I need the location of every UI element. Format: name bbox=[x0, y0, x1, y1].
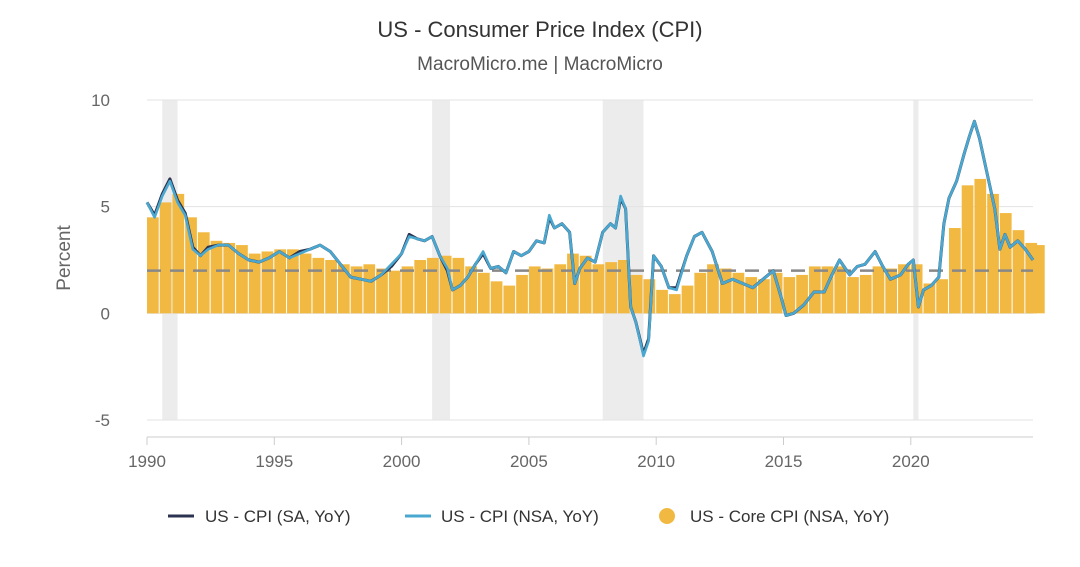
x-tick-labels: 1990 1995 2000 2005 2010 2015 2020 bbox=[128, 436, 1033, 471]
recession-band bbox=[913, 100, 919, 420]
core-cpi-bar bbox=[592, 264, 605, 314]
core-cpi-bar bbox=[783, 277, 796, 314]
legend: US - CPI (SA, YoY) US - CPI (NSA, YoY) US … bbox=[168, 507, 889, 526]
core-cpi-bars bbox=[147, 178, 1045, 314]
core-cpi-bar bbox=[197, 232, 210, 314]
core-cpi-bar bbox=[643, 279, 656, 314]
core-cpi-bar bbox=[299, 253, 312, 314]
core-cpi-bar bbox=[248, 253, 261, 314]
x-tick-label: 2015 bbox=[765, 452, 803, 471]
core-cpi-bar bbox=[439, 255, 452, 314]
core-cpi-bar bbox=[732, 272, 745, 314]
core-cpi-bar bbox=[1012, 230, 1025, 314]
x-tick-label: 1995 bbox=[255, 452, 293, 471]
core-cpi-bar bbox=[159, 202, 172, 314]
core-cpi-bar bbox=[172, 193, 185, 314]
x-tick-label: 2010 bbox=[637, 452, 675, 471]
core-cpi-bar bbox=[719, 268, 732, 314]
core-cpi-bar bbox=[261, 251, 274, 314]
legend-label: US - Core CPI (NSA, YoY) bbox=[690, 507, 889, 526]
core-cpi-bar bbox=[694, 272, 707, 314]
core-cpi-bar bbox=[1033, 245, 1045, 314]
y-tick-label: 0 bbox=[101, 304, 110, 323]
core-cpi-bar bbox=[707, 264, 719, 314]
core-cpi-bar bbox=[758, 279, 770, 314]
grid-lines bbox=[147, 99, 1033, 421]
core-cpi-bar bbox=[350, 266, 363, 314]
core-cpi-bar bbox=[312, 257, 325, 314]
legend-label: US - CPI (NSA, YoY) bbox=[441, 507, 599, 526]
core-cpi-bar bbox=[1025, 242, 1038, 314]
core-cpi-bar bbox=[274, 249, 287, 314]
cpi-nsa-line bbox=[145, 120, 1035, 358]
core-cpi-bar bbox=[681, 285, 694, 314]
core-cpi-bar bbox=[210, 240, 223, 314]
x-tick-label: 2005 bbox=[510, 452, 548, 471]
legend-label: US - CPI (SA, YoY) bbox=[205, 507, 351, 526]
core-cpi-bar bbox=[490, 281, 503, 314]
core-cpi-bar bbox=[961, 185, 974, 314]
core-cpi-bar bbox=[745, 277, 758, 314]
core-cpi-bar bbox=[999, 213, 1012, 314]
y-axis-title: Percent bbox=[54, 225, 75, 291]
chart-subtitle: MacroMicro.me | MacroMicro bbox=[417, 54, 663, 75]
core-cpi-bar bbox=[923, 283, 936, 314]
core-cpi-bar bbox=[554, 264, 567, 314]
core-cpi-bar bbox=[859, 274, 872, 314]
core-cpi-bar bbox=[668, 294, 681, 314]
y-tick-label: 5 bbox=[101, 198, 110, 217]
core-cpi-bar bbox=[847, 277, 859, 314]
core-cpi-bar bbox=[834, 266, 847, 314]
core-cpi-bar bbox=[630, 274, 643, 314]
core-cpi-bar bbox=[987, 193, 999, 314]
core-cpi-bar bbox=[376, 268, 388, 314]
x-tick-label: 1990 bbox=[128, 452, 166, 471]
x-tick-label: 2020 bbox=[892, 452, 930, 471]
chart-title: US - Consumer Price Index (CPI) bbox=[377, 17, 702, 42]
core-cpi-bar bbox=[287, 249, 299, 314]
recession-bands bbox=[162, 100, 919, 420]
core-cpi-bar bbox=[618, 260, 630, 314]
core-cpi-bar bbox=[885, 268, 898, 314]
core-cpi-bar bbox=[872, 266, 885, 314]
legend-dot-symbol bbox=[659, 508, 675, 524]
core-cpi-bar bbox=[236, 245, 248, 314]
core-cpi-bar bbox=[516, 274, 528, 314]
core-cpi-bar bbox=[465, 266, 477, 314]
core-cpi-bar bbox=[363, 264, 376, 314]
core-cpi-bar bbox=[567, 253, 579, 314]
core-cpi-bar bbox=[414, 260, 427, 314]
core-cpi-bar bbox=[427, 257, 439, 314]
core-cpi-bar bbox=[147, 217, 159, 314]
core-cpi-bar bbox=[936, 279, 948, 314]
core-cpi-bar bbox=[388, 270, 401, 314]
core-cpi-bar bbox=[821, 266, 834, 314]
y-tick-label: -5 bbox=[95, 411, 110, 430]
core-cpi-bar bbox=[656, 289, 668, 314]
cpi-lines bbox=[145, 119, 1035, 358]
core-cpi-bar bbox=[401, 266, 414, 314]
core-cpi-bar bbox=[337, 264, 350, 314]
core-cpi-bar bbox=[325, 260, 337, 314]
core-cpi-bar bbox=[223, 242, 236, 314]
core-cpi-bar bbox=[541, 268, 554, 314]
core-cpi-bar bbox=[579, 255, 592, 314]
core-cpi-bar bbox=[477, 272, 490, 314]
core-cpi-bar bbox=[185, 217, 197, 314]
core-cpi-bar bbox=[770, 272, 783, 314]
y-tick-labels: -5 0 5 10 bbox=[91, 91, 110, 430]
core-cpi-bar bbox=[898, 264, 910, 314]
core-cpi-bar bbox=[605, 262, 617, 314]
core-cpi-bar bbox=[974, 178, 987, 314]
core-cpi-bar bbox=[503, 285, 516, 314]
core-cpi-bar bbox=[808, 266, 821, 314]
x-tick-label: 2000 bbox=[383, 452, 421, 471]
core-cpi-bar bbox=[796, 274, 808, 314]
y-tick-label: 10 bbox=[91, 91, 110, 110]
cpi-sa-line bbox=[145, 119, 1035, 356]
core-cpi-bar bbox=[528, 266, 541, 314]
